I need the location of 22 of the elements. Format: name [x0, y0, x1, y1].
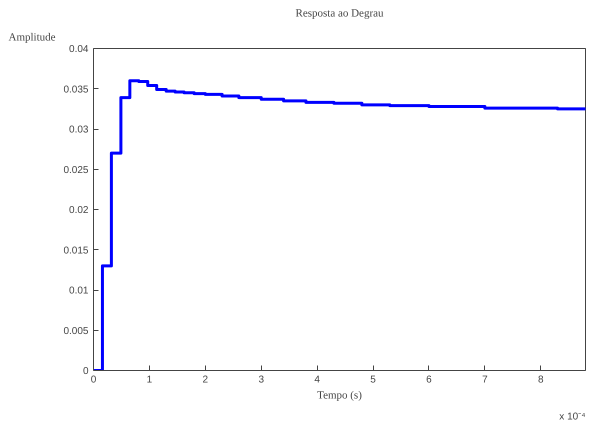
- y-tick-label: 0.01: [69, 286, 89, 296]
- x-tick-label: 5: [370, 374, 376, 386]
- x-tick-label: 6: [426, 374, 432, 386]
- y-tick-label: 0.02: [69, 205, 89, 216]
- y-tick-label: 0.03: [69, 124, 89, 136]
- x-tick-label: 2: [202, 374, 209, 386]
- x-tick-label: 3: [258, 374, 264, 386]
- x-axis-title: Tempo (s): [317, 390, 362, 402]
- x-tick-label: 4: [314, 374, 320, 386]
- y-axis-title: Amplitude: [8, 32, 56, 44]
- x-tick-label: 0: [90, 374, 97, 386]
- y-tick-label: 0.035: [63, 84, 89, 96]
- x-tick-label: 1: [146, 374, 153, 386]
- chart-title: Resposta ao Degrau: [296, 8, 384, 20]
- y-tick-label: 0.005: [63, 326, 89, 337]
- y-tick-label: 0.015: [63, 245, 89, 256]
- text: x 10⁻⁴: [559, 412, 586, 422]
- y-tick-label: 0.025: [63, 164, 89, 176]
- y-tick-label: 0: [82, 366, 89, 377]
- x-tick-label: 8: [538, 374, 544, 386]
- x-tick-label: 7: [482, 374, 488, 386]
- y-tick-label: 0.04: [69, 44, 89, 55]
